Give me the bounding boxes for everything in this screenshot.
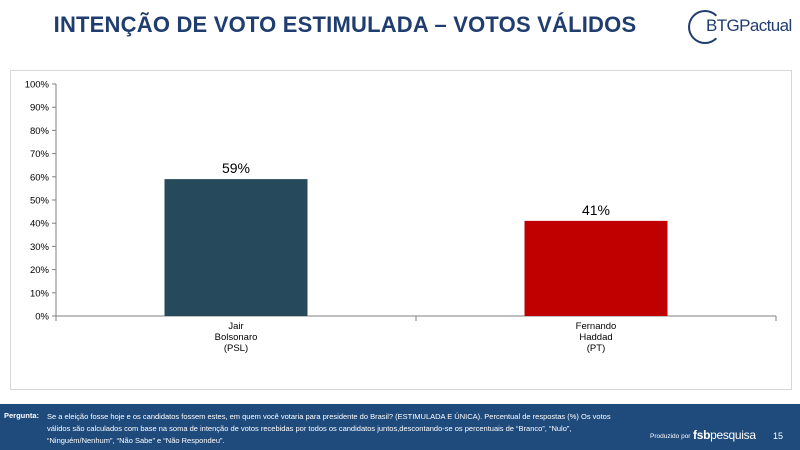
- category-line: Jair: [228, 321, 243, 332]
- y-tick-label: 90%: [30, 103, 50, 114]
- bar-chart: 0% 10% 20% 30% 40% 50% 60% 70% 80% 90% 100% 59% Jair…: [25, 80, 777, 354]
- x-category-label: Fernando Haddad (PT): [576, 321, 617, 354]
- footer-bar: Pergunta: Se a eleição fosse hoje e os c…: [0, 404, 800, 450]
- logo-text: BTGPactual: [706, 16, 792, 35]
- page-title: INTENÇÃO DE VOTO ESTIMULADA – VOTOS VÁLI…: [53, 12, 637, 37]
- fsb-pesquisa-logo: fsbpesquisa: [693, 428, 756, 442]
- y-tick-label: 20%: [30, 265, 50, 276]
- category-line: Fernando: [576, 321, 617, 332]
- bar-data-label: 59%: [222, 160, 250, 176]
- category-line: (PSL): [224, 343, 248, 354]
- btg-pactual-logo: BTGPactual: [688, 10, 793, 46]
- y-tick-label: 60%: [30, 172, 50, 183]
- page-number: 15: [773, 431, 784, 441]
- x-category-label: Jair Bolsonaro (PSL): [215, 321, 258, 354]
- category-line: (PT): [587, 343, 605, 354]
- y-tick-label: 30%: [30, 242, 50, 253]
- y-tick-label: 0%: [35, 312, 49, 323]
- chart-area: 0% 10% 20% 30% 40% 50% 60% 70% 80% 90% 100% 59% Jair…: [10, 70, 792, 390]
- question-text: Se a eleição fosse hoje e os candidatos …: [47, 412, 611, 445]
- brand-bold: fsb: [693, 428, 711, 442]
- y-tick-label: 70%: [30, 149, 50, 160]
- y-tick-label: 50%: [30, 196, 50, 207]
- logo-arc-icon: [688, 10, 722, 44]
- bar-1: [524, 220, 668, 316]
- y-tick-label: 40%: [30, 219, 50, 230]
- bar-data-label: 41%: [582, 202, 610, 218]
- y-tick-label: 80%: [30, 126, 50, 137]
- produced-by-label: Produzido por: [650, 433, 691, 440]
- y-tick-label: 10%: [30, 288, 50, 299]
- y-tick-label: 100%: [25, 80, 50, 91]
- bar-0: [164, 179, 308, 316]
- question-label: Pergunta:: [4, 411, 40, 420]
- category-line: Bolsonaro: [215, 332, 258, 343]
- brand-light: pesquisa: [710, 428, 756, 442]
- category-line: Haddad: [579, 332, 612, 343]
